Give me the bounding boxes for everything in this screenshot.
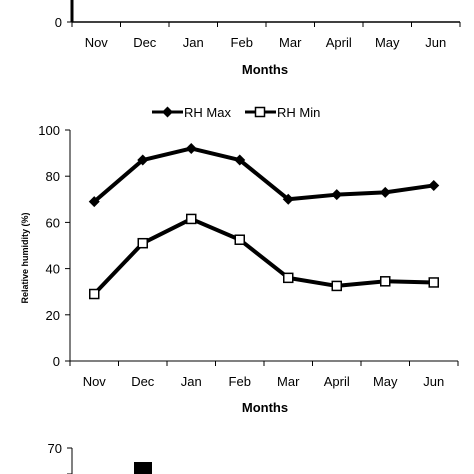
- rh-min-point: [283, 272, 294, 284]
- series-line-rh-min: [92, 216, 434, 296]
- y-tick-label: 0: [53, 354, 60, 369]
- rh-max-point: [428, 179, 440, 191]
- x-axis-title: Months: [242, 400, 288, 415]
- top-x-ticks: Nov Dec Jan Feb Mar April May Jun: [71, 22, 461, 50]
- y-tick-label: 60: [46, 215, 60, 230]
- top-x-tick-label: Jan: [183, 35, 204, 50]
- legend-rh-min-marker: [254, 106, 266, 118]
- rh-max-point: [137, 154, 149, 166]
- top-x-tick-label: April: [326, 35, 352, 50]
- rh-max-point: [282, 193, 294, 205]
- top-x-tick-label: May: [375, 35, 400, 50]
- top-x-axis-title: Months: [242, 62, 288, 77]
- legend: RH Max RH Min: [152, 105, 320, 120]
- x-tick-label: May: [373, 374, 398, 389]
- rh-min-point: [89, 288, 100, 300]
- rh-max-point: [88, 196, 100, 208]
- bottom-y-tick-label: 70: [48, 441, 62, 456]
- rh-min-point: [331, 280, 342, 292]
- bottom-chart: 70: [48, 441, 152, 474]
- top-x-tick-label: Feb: [231, 35, 253, 50]
- x-tick-label: Nov: [83, 374, 107, 389]
- bottom-bar: [134, 462, 152, 474]
- x-tick-label: Mar: [277, 374, 300, 389]
- x-tick-label: April: [324, 374, 350, 389]
- rh-min-point: [380, 276, 391, 287]
- top-x-tick-label: Nov: [85, 35, 109, 50]
- rh-max-point: [185, 142, 197, 154]
- humidity-chart: RH Max RH Min 0 20 40 60 80 100 Nov Dec Jan Feb M…: [20, 105, 459, 415]
- rh-max-point: [331, 189, 343, 201]
- rh-min-point: [234, 234, 245, 245]
- rh-min-point: [137, 237, 148, 249]
- x-ticks: Nov Dec Jan Feb Mar April May Jun: [69, 361, 459, 389]
- legend-rh-max-label: RH Max: [184, 105, 231, 120]
- series-line-rh-max: [92, 146, 435, 204]
- x-tick-label: Jan: [181, 374, 202, 389]
- y-ticks: 0 20 40 60 80 100: [38, 123, 70, 369]
- top-y-tick-label: 0: [55, 15, 62, 30]
- top-x-tick-label: Dec: [133, 35, 157, 50]
- x-tick-label: Feb: [229, 374, 251, 389]
- top-x-tick-label: Mar: [279, 35, 302, 50]
- x-tick-label: Dec: [131, 374, 155, 389]
- y-tick-label: 20: [46, 308, 60, 323]
- rh-min-point: [428, 277, 439, 288]
- top-chart: 0 Nov Dec Jan Feb Mar April May Jun Months: [55, 0, 461, 77]
- rh-max-point: [234, 154, 246, 166]
- rh-max-point: [379, 186, 391, 198]
- legend-rh-max-marker: [162, 106, 173, 118]
- series-group: [88, 142, 440, 300]
- y-tick-label: 80: [46, 169, 60, 184]
- y-tick-label: 100: [38, 123, 60, 138]
- rh-min-point: [186, 213, 197, 225]
- y-tick-label: 40: [46, 262, 60, 277]
- legend-rh-min-label: RH Min: [277, 105, 320, 120]
- x-tick-label: Jun: [423, 374, 444, 389]
- y-axis-title: Relative humidity (%): [20, 212, 30, 303]
- top-x-tick-label: Jun: [425, 35, 446, 50]
